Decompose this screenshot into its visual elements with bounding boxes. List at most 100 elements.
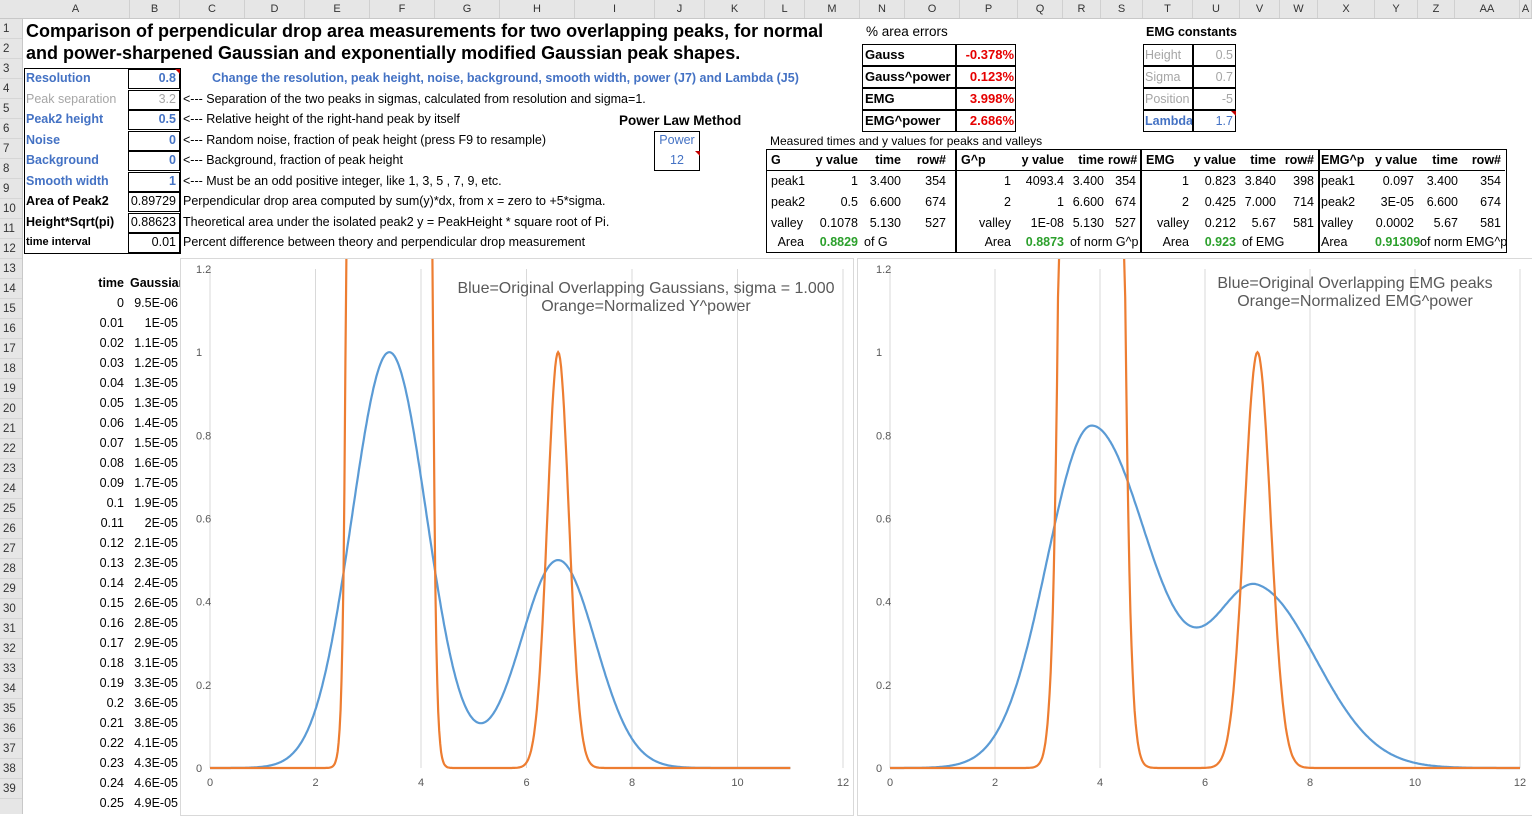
param-value[interactable]: 3.2: [158, 91, 176, 106]
data-gauss[interactable]: 4.3E-05: [134, 756, 178, 770]
data-time[interactable]: 0.24: [99, 776, 124, 790]
data-gauss[interactable]: 1.6E-05: [134, 456, 178, 470]
measured-area-value[interactable]: 0.923: [1204, 235, 1236, 249]
measured-area-label[interactable]: Area: [1321, 235, 1348, 249]
column-header-cell[interactable]: A: [1520, 0, 1532, 18]
data-gauss[interactable]: 2.9E-05: [134, 636, 178, 650]
row-header-cell[interactable]: 2: [0, 39, 22, 59]
emg-label[interactable]: Height: [1145, 48, 1182, 62]
column-header-cell[interactable]: I: [575, 0, 655, 18]
data-gauss[interactable]: 2E-05: [144, 516, 178, 530]
measured-cell[interactable]: 0.212: [1204, 216, 1236, 230]
measured-cell[interactable]: 714: [1293, 195, 1314, 209]
measured-header[interactable]: time: [875, 153, 901, 167]
gauss-col-header[interactable]: Gaussiar: [130, 276, 180, 290]
row-header-cell[interactable]: 34: [0, 679, 22, 699]
row-header-cell[interactable]: 5: [0, 99, 22, 119]
param-note[interactable]: Theoretical area under the isolated peak…: [183, 214, 610, 229]
row-header-cell[interactable]: 12: [0, 239, 22, 259]
param-note[interactable]: <--- Background, fraction of peak height: [183, 153, 403, 167]
data-gauss[interactable]: 1.2E-05: [134, 356, 178, 370]
measured-cell[interactable]: 398: [1293, 174, 1314, 188]
measured-cell[interactable]: 527: [925, 216, 946, 230]
column-header-cell[interactable]: O: [905, 0, 960, 18]
column-header-cell[interactable]: P: [960, 0, 1018, 18]
data-gauss[interactable]: 1.9E-05: [134, 496, 178, 510]
param-note[interactable]: Percent difference between theory and pe…: [183, 235, 586, 249]
measured-area-label[interactable]: Area: [1162, 235, 1189, 249]
chart-emg[interactable]: 0 2 4 6 8 10 12 0 0.2 0.4 0.6 0.8 1 1.2 Blue=Original …: [857, 255, 1532, 816]
measured-cell[interactable]: 0.5: [840, 195, 858, 209]
measured-header[interactable]: y value: [1021, 153, 1064, 167]
row-header-cell[interactable]: 25: [0, 499, 22, 519]
row-header-cell[interactable]: 18: [0, 359, 22, 379]
measured-cell[interactable]: 7.000: [1244, 195, 1276, 209]
emg-value[interactable]: 0.5: [1215, 48, 1233, 62]
data-gauss[interactable]: 1.4E-05: [134, 416, 178, 430]
column-header-cell[interactable]: M: [805, 0, 860, 18]
measured-cell[interactable]: 0.425: [1204, 195, 1236, 209]
measured-cell[interactable]: 354: [925, 174, 946, 188]
measured-header[interactable]: row#: [1471, 153, 1501, 167]
param-value[interactable]: 0: [169, 153, 176, 167]
measured-header[interactable]: y value: [1193, 153, 1236, 167]
column-header-cell[interactable]: G: [435, 0, 500, 18]
param-note[interactable]: Perpendicular drop area computed by sum(…: [183, 194, 606, 208]
measured-cell[interactable]: 2: [1182, 195, 1189, 209]
param-label[interactable]: Noise: [26, 132, 61, 147]
row-header-cell[interactable]: 1: [0, 19, 22, 39]
chart-gaussian[interactable]: 0 2 4 6 8 10 12 0 0.2 0.4 0.6 0.8 1 1.2 Blue=Original …: [180, 255, 854, 816]
emg-label[interactable]: Position: [1145, 92, 1190, 106]
row-header-cell[interactable]: 26: [0, 519, 22, 539]
measured-area-value[interactable]: 0.8873: [1025, 235, 1064, 249]
param-label[interactable]: Height*Sqrt(pi): [26, 214, 115, 229]
measured-cell[interactable]: 6.600: [869, 195, 901, 209]
measured-cell[interactable]: 354: [1480, 174, 1501, 188]
param-label[interactable]: Peak separation: [26, 91, 117, 106]
sheet-title-line2[interactable]: and power-sharpened Gaussian and exponen…: [26, 43, 741, 63]
measured-cell[interactable]: 4093.4: [1025, 174, 1064, 188]
power-label[interactable]: Power: [659, 133, 695, 147]
param-value[interactable]: 0: [169, 132, 176, 147]
column-header-cell[interactable]: X: [1318, 0, 1375, 18]
measured-cell[interactable]: 0.1078: [819, 216, 858, 230]
measured-cell[interactable]: 6.600: [1426, 195, 1458, 209]
measured-cell[interactable]: 1E-08: [1030, 216, 1064, 230]
row-header-cell[interactable]: 3: [0, 59, 22, 79]
column-header-cell[interactable]: K: [705, 0, 765, 18]
emg-value[interactable]: -5: [1221, 92, 1233, 106]
data-gauss[interactable]: 2.3E-05: [134, 556, 178, 570]
measured-header[interactable]: EMG: [1146, 153, 1175, 167]
param-note[interactable]: <--- Must be an odd positive integer, li…: [183, 173, 502, 188]
measured-cell[interactable]: peak2: [771, 195, 806, 209]
column-header-cell[interactable]: Y: [1375, 0, 1418, 18]
measured-cell[interactable]: 3.400: [1072, 174, 1104, 188]
param-value[interactable]: 0.89729: [130, 194, 176, 208]
data-time[interactable]: 0.12: [99, 536, 124, 550]
power-law-label[interactable]: Power Law Method: [619, 113, 742, 128]
column-header-cell[interactable]: D: [245, 0, 305, 18]
column-header-cell[interactable]: Q: [1018, 0, 1063, 18]
error-label[interactable]: Gauss^power: [865, 69, 951, 84]
measured-cell[interactable]: 354: [1115, 174, 1136, 188]
error-label[interactable]: EMG: [865, 91, 895, 106]
error-value[interactable]: -0.378%: [965, 47, 1014, 62]
measured-area-label[interactable]: Area: [984, 235, 1011, 249]
data-time[interactable]: 0.17: [99, 636, 124, 650]
error-value[interactable]: 3.998%: [969, 91, 1014, 106]
measured-cell[interactable]: 5.130: [1072, 216, 1104, 230]
row-header-cell[interactable]: 22: [0, 439, 22, 459]
row-header-cell[interactable]: 15: [0, 299, 22, 319]
measured-cell[interactable]: 1: [1182, 174, 1189, 188]
measured-header[interactable]: row#: [1284, 153, 1314, 167]
row-header-cell[interactable]: 8: [0, 159, 22, 179]
sheet-title-line1[interactable]: Comparison of perpendicular drop area me…: [26, 21, 824, 41]
param-label[interactable]: Smooth width: [26, 173, 109, 188]
measured-header[interactable]: y value: [1375, 153, 1418, 167]
row-header-cell[interactable]: 14: [0, 279, 22, 299]
emg-value[interactable]: 1.7: [1215, 114, 1233, 128]
row-header-cell[interactable]: 20: [0, 399, 22, 419]
error-label[interactable]: Gauss: [865, 47, 905, 62]
measured-area-label[interactable]: Area: [777, 235, 804, 249]
param-label[interactable]: Resolution: [26, 71, 91, 85]
